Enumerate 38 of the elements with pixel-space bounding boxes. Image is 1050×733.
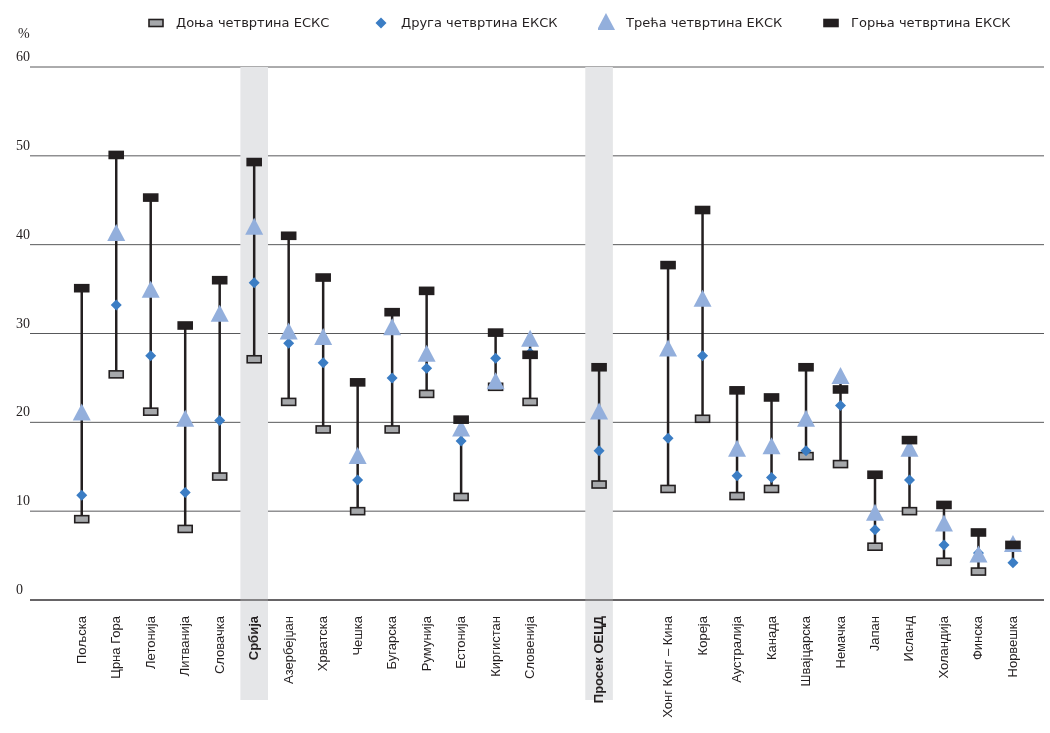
x-tick-label: Естонија xyxy=(453,615,469,669)
x-tick-label: Хрватска xyxy=(315,615,331,672)
x-tick-label: Немачка xyxy=(832,615,848,669)
x-tick-label: Црна Гора xyxy=(108,615,124,679)
x-tick-label: Киргистан xyxy=(487,616,503,677)
x-tick-label: Пољска xyxy=(73,615,89,665)
x-tick-label: Просек ОЕЦД xyxy=(591,615,607,704)
x-tick-label: Литванија xyxy=(177,615,193,677)
x-tick-label: Холандија xyxy=(935,615,951,679)
legend-label: Друга четвртина ЕКСК xyxy=(401,14,558,30)
x-tick-label: Јапан xyxy=(867,616,882,652)
y-tick-label: 10 xyxy=(16,493,30,509)
x-tick-label: Румунија xyxy=(418,615,434,672)
x-tick-label: Летонија xyxy=(142,615,158,669)
y-tick-label: 0 xyxy=(16,582,23,597)
legend-label: Доња четвртина ЕСКС xyxy=(176,14,330,30)
y-tick-label: 60 xyxy=(16,49,30,64)
legend-label: Горња четвртина ЕКСК xyxy=(851,14,1011,30)
x-tick-label: Бугарска xyxy=(384,615,400,670)
y-tick-label: 50 xyxy=(16,137,30,153)
x-tick-label: Аустралија xyxy=(729,615,745,683)
x-tick-label: Азербејџан xyxy=(280,616,296,684)
y-tick-label: 20 xyxy=(16,404,30,420)
x-tick-label: Чешка xyxy=(349,615,365,656)
x-tick-label: Швајцарска xyxy=(798,615,814,687)
x-tick-label: Норвешка xyxy=(1004,615,1020,678)
legend-label: Трећа четвртина ЕКСК xyxy=(626,14,783,30)
x-tick-label: Србија xyxy=(246,615,262,661)
x-tick-label: Финска xyxy=(970,615,986,661)
y-tick-label: 30 xyxy=(16,315,30,331)
y-tick-label: 40 xyxy=(16,226,30,242)
x-tick-label: Словенија xyxy=(522,615,538,679)
x-tick-label: Исланд xyxy=(901,615,917,662)
x-tick-label: Кореја xyxy=(694,615,710,656)
y-axis-title: % xyxy=(18,26,30,42)
x-tick-label: Канада xyxy=(763,615,779,661)
x-tick-label: Хонг Конг – Кина xyxy=(660,615,676,718)
x-tick-label: Словачка xyxy=(211,615,227,675)
